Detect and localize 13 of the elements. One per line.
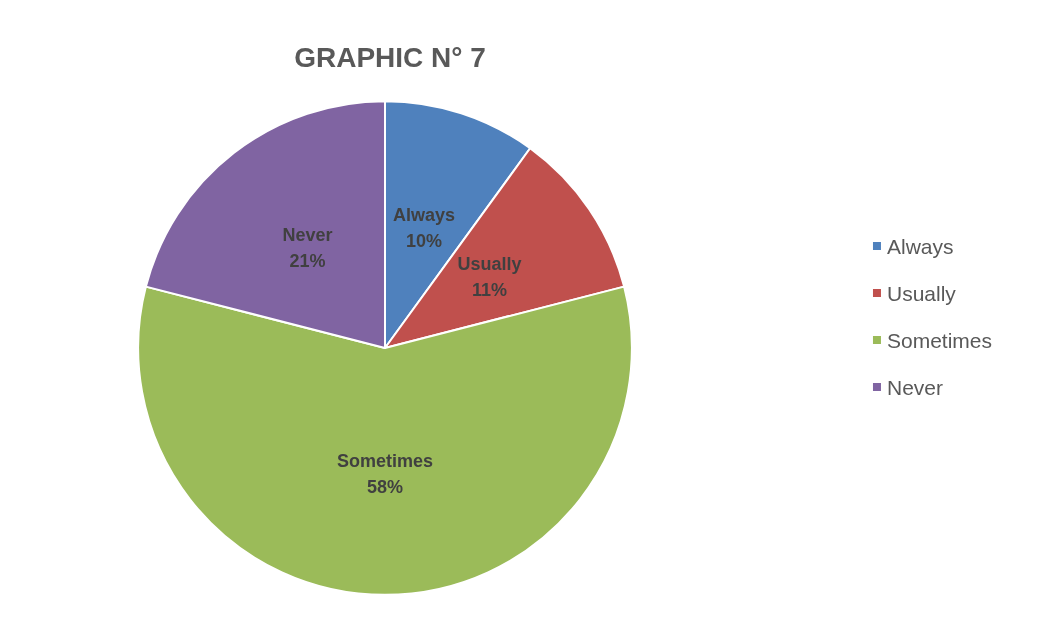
legend-label: Usually	[886, 281, 957, 305]
chart-title: GRAPHIC N° 7	[294, 41, 486, 73]
data-label: 21%	[289, 251, 326, 272]
slice-label: Always	[393, 204, 456, 225]
slice-label: Sometimes	[336, 451, 434, 472]
slice-label: Never	[282, 225, 333, 246]
legend-label: Sometimes	[886, 328, 992, 352]
data-label: 10%	[406, 230, 443, 251]
data-label: 58%	[366, 477, 404, 498]
slice-label: Usually	[457, 253, 522, 274]
legend-label: Always	[886, 234, 954, 258]
legend-label: Never	[886, 375, 943, 399]
data-label: 11%	[472, 279, 508, 300]
